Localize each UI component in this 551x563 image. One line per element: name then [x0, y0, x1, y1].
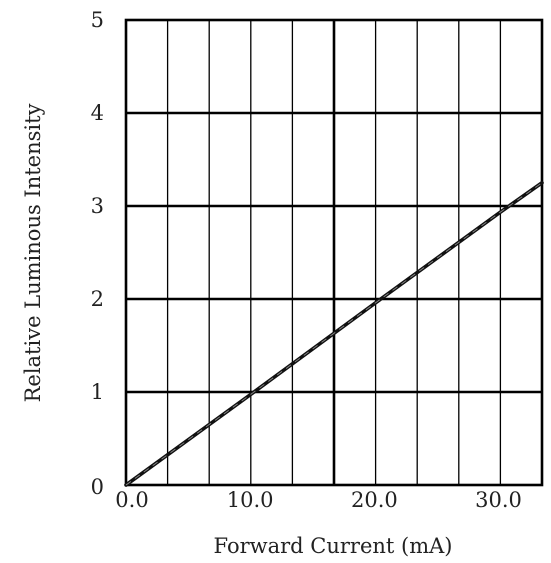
- y-tick-label: 2: [91, 287, 104, 311]
- series-layer: [124, 180, 544, 487]
- tick-labels: 0.0 10.0 20.0 30.0 0 1 2 3 4 5: [91, 8, 522, 512]
- grid-major-lines: [124, 18, 544, 487]
- y-axis-label: Relative Luminous Intensity: [21, 103, 45, 402]
- y-tick-label: 5: [91, 8, 104, 32]
- y-tick-label: 4: [91, 101, 104, 125]
- plot-frame: [124, 18, 544, 487]
- x-tick-label: 30.0: [475, 488, 522, 512]
- x-tick-label: 0.0: [115, 488, 148, 512]
- grid-minor-lines: [166, 20, 502, 485]
- x-tick-label: 10.0: [227, 488, 274, 512]
- x-axis-label: Forward Current (mA): [214, 534, 453, 558]
- y-tick-label: 1: [91, 380, 104, 404]
- y-tick-label: 3: [91, 194, 104, 218]
- x-tick-label: 20.0: [351, 488, 398, 512]
- series-line-highlight: [125, 182, 543, 486]
- y-tick-label: 0: [91, 475, 104, 499]
